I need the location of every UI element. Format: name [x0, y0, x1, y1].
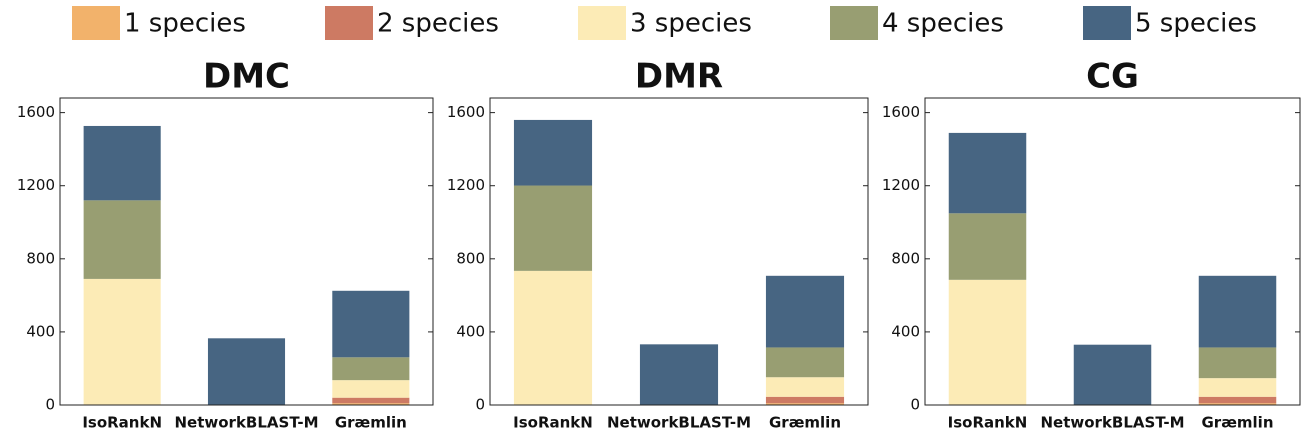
- bar-segment: [1198, 396, 1277, 404]
- y-tick-label: 400: [26, 322, 55, 340]
- x-tick-label: Græmlin: [335, 414, 407, 432]
- y-tick-label: 800: [891, 249, 920, 267]
- y-tick-label: 800: [26, 249, 55, 267]
- bar-segment: [1073, 344, 1152, 405]
- x-tick-label: IsoRankN: [513, 414, 593, 432]
- y-tick-label: 1200: [447, 176, 485, 194]
- bar-segment: [948, 132, 1027, 214]
- x-tick-label: NetworkBLAST-M: [607, 414, 751, 432]
- chart-title: CG: [1086, 57, 1139, 97]
- legend-label: 5 species: [1135, 9, 1257, 39]
- plot-frame: [489, 97, 869, 406]
- bar-segment: [513, 185, 593, 271]
- bar-segment: [765, 275, 845, 348]
- bar-segment: [765, 377, 845, 397]
- bar-segment: [765, 347, 845, 378]
- plot-frame: [924, 97, 1301, 406]
- y-tick-label: 400: [891, 322, 920, 340]
- bar-segment: [765, 396, 845, 404]
- bar-segment: [332, 403, 410, 405]
- legend-swatch: [72, 6, 120, 40]
- legend-swatch: [1083, 6, 1131, 40]
- legend-label: 3 species: [630, 9, 752, 39]
- y-tick-label: 0: [910, 396, 920, 414]
- y-tick-label: 1600: [447, 103, 485, 121]
- x-tick-label: IsoRankN: [82, 414, 162, 432]
- legend-label: 2 species: [377, 9, 499, 39]
- bar-segment: [1198, 403, 1277, 405]
- bar-segment: [83, 125, 161, 201]
- bar-segment: [1198, 347, 1277, 379]
- legend-swatch: [578, 6, 626, 40]
- x-tick-label: Græmlin: [769, 414, 841, 432]
- bar-segment: [207, 338, 286, 405]
- bar-segment: [332, 357, 410, 381]
- bar-segment: [948, 279, 1027, 405]
- bar-segment: [639, 344, 719, 405]
- x-tick-label: NetworkBLAST-M: [174, 414, 318, 432]
- x-tick-label: Græmlin: [1201, 414, 1273, 432]
- bar-segment: [1198, 378, 1277, 397]
- y-tick-label: 800: [456, 249, 485, 267]
- bar-segment: [765, 403, 845, 405]
- bar-segment: [83, 200, 161, 279]
- bar-segment: [513, 119, 593, 186]
- bar-segment: [948, 213, 1027, 280]
- y-tick-label: 1600: [17, 103, 55, 121]
- y-tick-label: 0: [45, 396, 55, 414]
- y-tick-label: 1200: [882, 176, 920, 194]
- y-tick-label: 1600: [882, 103, 920, 121]
- plot-frame: [59, 97, 434, 406]
- y-tick-label: 400: [456, 322, 485, 340]
- legend-swatch: [830, 6, 878, 40]
- chart-title: DMC: [203, 57, 290, 97]
- legend-swatch: [325, 6, 373, 40]
- bar-segment: [332, 290, 410, 358]
- y-tick-label: 1200: [17, 176, 55, 194]
- bar-segment: [1198, 275, 1277, 348]
- bar-segment: [332, 397, 410, 404]
- x-tick-label: IsoRankN: [948, 414, 1028, 432]
- legend-label: 4 species: [882, 9, 1004, 39]
- x-tick-label: NetworkBLAST-M: [1040, 414, 1184, 432]
- legend-label: 1 species: [124, 9, 246, 39]
- y-tick-label: 0: [475, 396, 485, 414]
- bar-segment: [83, 278, 161, 405]
- chart-title: DMR: [635, 57, 723, 97]
- bar-segment: [332, 380, 410, 398]
- bar-segment: [513, 270, 593, 405]
